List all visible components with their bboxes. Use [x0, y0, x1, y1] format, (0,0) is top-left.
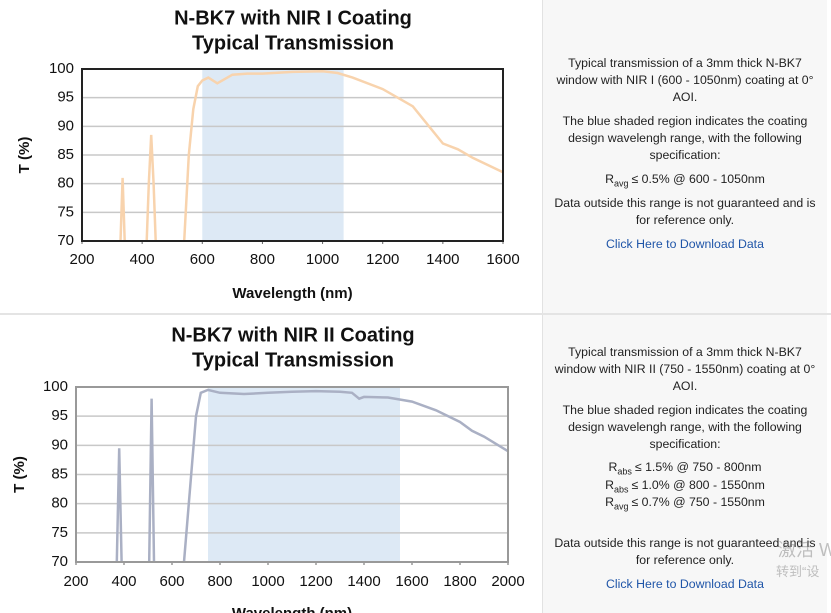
transmission-curve: [115, 388, 509, 563]
spec-line: Ravg ≤ 0.7% @ 750 - 1550nm: [543, 495, 827, 511]
transmission-curve: [119, 70, 504, 242]
spec-text: ≤ 1.5% @ 750 - 800nm: [634, 460, 762, 474]
spec-symbol: R: [605, 495, 614, 509]
shading-text: The blue shaded region indicates the coa…: [562, 403, 808, 417]
shading-text: specification:: [649, 148, 721, 162]
spec-text: ≤ 0.5% @ 600 - 1050nm: [631, 172, 765, 186]
intro-text: window with NIR I (600 - 1050nm) coating…: [556, 73, 814, 87]
chart-subtitle: Typical Transmission: [192, 32, 394, 54]
plot-frame: [81, 68, 504, 242]
y-axis-label: T (%): [16, 137, 33, 174]
x-tick-label: 200: [69, 251, 94, 268]
y-tick-label: 85: [57, 146, 74, 163]
shading-text: The blue shaded region indicates the coa…: [562, 114, 808, 128]
y-tick-label: 90: [57, 117, 74, 134]
spec-symbol: R: [608, 460, 618, 474]
x-tick-label: 600: [159, 573, 184, 590]
spec-sub: abs: [617, 466, 632, 477]
spec-line: Ravg ≤ 0.5% @ 600 - 1050nm: [543, 172, 827, 188]
y-tick-label: 85: [51, 465, 68, 482]
chart-title: N-BK7 with NIR I Coating: [174, 7, 412, 29]
y-tick-label: 70: [51, 553, 68, 570]
spec-symbol: R: [605, 477, 614, 492]
x-tick-label: 1600: [395, 573, 428, 590]
plot-frame: [75, 386, 509, 563]
y-tick-label: 80: [51, 495, 68, 512]
y-tick-label: 95: [51, 407, 68, 424]
x-tick-label: 800: [207, 573, 232, 590]
spec-text: ≤ 1.0% @ 800 - 1550nm: [631, 477, 765, 492]
spec-text: ≤ 0.7% @ 750 - 1550nm: [631, 495, 765, 509]
y-tick-label: 95: [57, 89, 74, 106]
shading-text: design wavelengh range, with the followi…: [568, 420, 802, 434]
chart-subtitle: Typical Transmission: [192, 349, 394, 371]
intro-text: Typical transmission of a 3mm thick N-BK…: [568, 56, 802, 70]
intro-text: Typical transmission of a 3mm thick N-BK…: [568, 345, 802, 359]
x-tick-label: 2000: [491, 573, 524, 590]
download-link[interactable]: Click Here to Download Data: [606, 237, 764, 251]
x-tick-label: 800: [250, 251, 275, 268]
spec-symbol: R: [605, 172, 614, 186]
spec-line: Rabs ≤ 1.5% @ 750 - 800nm: [543, 460, 827, 476]
shading-text: specification:: [649, 437, 721, 451]
y-tick-label: 75: [57, 203, 74, 220]
x-tick-label: 600: [190, 251, 215, 268]
x-tick-label: 1400: [426, 251, 459, 268]
row-divider: [0, 313, 831, 315]
y-tick-label: 80: [57, 175, 74, 192]
chart-title: N-BK7 with NIR II Coating: [171, 324, 414, 346]
y-tick-label: 90: [51, 436, 68, 453]
x-axis-label: Wavelength (nm): [232, 605, 352, 613]
x-tick-label: 1600: [486, 251, 519, 268]
y-tick-label: 75: [51, 524, 68, 541]
y-tick-label: 100: [43, 378, 68, 395]
x-tick-label: 200: [63, 573, 88, 590]
x-tick-label: 1000: [306, 251, 339, 268]
x-tick-label: 1200: [366, 251, 399, 268]
spec-sub: avg: [613, 178, 629, 189]
note-text: Data outside this range is not guarantee…: [554, 536, 816, 550]
note-text: for reference only.: [635, 213, 735, 227]
description-panel: Typical transmission of a 3mm thick N-BK…: [542, 315, 827, 613]
intro-text: AOI.: [672, 90, 698, 104]
intro-text: AOI.: [672, 379, 698, 393]
x-tick-label: 1000: [251, 573, 284, 590]
x-tick-label: 1200: [299, 573, 332, 590]
x-tick-label: 1800: [443, 573, 476, 590]
download-link[interactable]: Click Here to Download Data: [606, 577, 764, 591]
charts: N-BK7 with NIR I Coating Typical Transmis…: [11, 7, 525, 613]
x-axis-label: Wavelength (nm): [232, 285, 352, 302]
spec-line: Rabs ≤ 1.0% @ 800 - 1550nm: [543, 478, 827, 494]
description-panel: Typical transmission of a 3mm thick N-BK…: [542, 0, 827, 313]
note-text: Data outside this range is not guarantee…: [554, 196, 816, 210]
y-tick-label: 100: [49, 60, 74, 77]
note-text: for reference only.: [635, 553, 735, 567]
y-axis-label: T (%): [11, 456, 28, 493]
shading-text: design wavelengh range, with the followi…: [568, 131, 802, 145]
y-tick-label: 70: [57, 232, 74, 249]
x-tick-label: 400: [130, 251, 155, 268]
watermark: 转到“设: [776, 564, 820, 579]
watermark: 激活 W: [778, 540, 831, 560]
x-tick-label: 400: [111, 573, 136, 590]
spec-sub: abs: [613, 483, 629, 494]
spec-sub: avg: [613, 501, 629, 512]
intro-text: window with NIR II (750 - 1550nm) coatin…: [554, 362, 816, 376]
x-tick-label: 1400: [347, 573, 380, 590]
